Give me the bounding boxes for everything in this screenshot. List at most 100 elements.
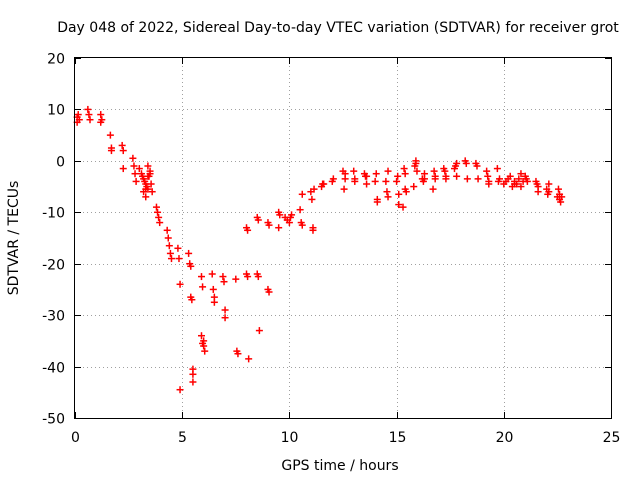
data-point bbox=[296, 206, 304, 214]
data-point bbox=[75, 116, 83, 124]
data-point bbox=[185, 249, 193, 257]
data-point bbox=[254, 216, 262, 224]
data-point bbox=[351, 177, 359, 185]
y-tick-label: -40 bbox=[42, 361, 65, 377]
data-point bbox=[517, 183, 525, 191]
data-point bbox=[298, 190, 306, 198]
axis-ticks bbox=[75, 58, 612, 419]
data-point bbox=[119, 165, 127, 173]
y-tick-label: 20 bbox=[47, 52, 65, 68]
data-point bbox=[147, 180, 155, 188]
data-point bbox=[175, 255, 183, 263]
x-tick-label: 5 bbox=[178, 430, 187, 446]
data-point bbox=[155, 213, 163, 221]
data-point bbox=[107, 147, 115, 155]
data-point bbox=[363, 172, 371, 180]
data-point bbox=[473, 162, 481, 170]
data-point bbox=[496, 175, 504, 183]
data-point bbox=[382, 177, 390, 185]
data-point bbox=[493, 165, 501, 173]
data-point bbox=[188, 296, 196, 304]
data-point bbox=[106, 131, 114, 139]
data-point bbox=[152, 203, 160, 211]
data-point bbox=[485, 180, 493, 188]
data-point bbox=[86, 116, 94, 124]
data-point bbox=[340, 185, 348, 193]
data-point bbox=[142, 193, 150, 201]
data-point bbox=[394, 172, 402, 180]
y-tick-label: -10 bbox=[42, 206, 65, 222]
data-point bbox=[166, 249, 174, 257]
data-point bbox=[176, 386, 184, 394]
data-point bbox=[119, 147, 127, 155]
data-point bbox=[511, 180, 519, 188]
data-point bbox=[484, 172, 492, 180]
x-tick-label: 0 bbox=[71, 430, 80, 446]
data-point bbox=[142, 185, 150, 193]
data-point bbox=[209, 285, 217, 293]
data-point bbox=[545, 180, 553, 188]
data-point bbox=[341, 175, 349, 183]
data-point bbox=[429, 185, 437, 193]
data-point bbox=[144, 162, 152, 170]
data-point bbox=[144, 172, 152, 180]
data-point bbox=[210, 298, 218, 306]
data-point bbox=[373, 198, 381, 206]
data-point bbox=[197, 332, 205, 340]
data-point bbox=[129, 154, 137, 162]
data-point bbox=[164, 234, 172, 242]
data-point bbox=[372, 170, 380, 178]
y-tick-label: -20 bbox=[42, 258, 65, 274]
y-tick-label: -50 bbox=[42, 412, 65, 428]
data-point bbox=[130, 162, 138, 170]
x-tick-label: 25 bbox=[603, 430, 621, 446]
data-point bbox=[523, 177, 531, 185]
data-point bbox=[163, 226, 171, 234]
data-point bbox=[483, 167, 491, 175]
data-point bbox=[545, 188, 553, 196]
data-point bbox=[156, 219, 164, 227]
data-point bbox=[201, 347, 209, 355]
data-point bbox=[401, 170, 409, 178]
data-point bbox=[453, 159, 461, 167]
data-point bbox=[189, 378, 197, 386]
data-point bbox=[363, 180, 371, 188]
data-point bbox=[176, 280, 184, 288]
data-point bbox=[350, 167, 358, 175]
data-point bbox=[174, 244, 182, 252]
data-point bbox=[329, 175, 337, 183]
data-point bbox=[431, 175, 439, 183]
data-point bbox=[265, 288, 273, 296]
data-point bbox=[254, 273, 262, 281]
data-point bbox=[244, 273, 252, 281]
x-tick-label: 20 bbox=[496, 430, 514, 446]
data-points bbox=[73, 105, 566, 394]
data-point bbox=[265, 221, 273, 229]
data-point bbox=[221, 306, 229, 314]
data-point bbox=[558, 193, 566, 201]
data-point bbox=[131, 170, 139, 178]
grid bbox=[75, 58, 611, 418]
data-point bbox=[255, 327, 263, 335]
data-point bbox=[132, 177, 140, 185]
data-point bbox=[413, 167, 421, 175]
data-point bbox=[395, 201, 403, 209]
data-point bbox=[74, 111, 82, 119]
y-tick-label: -30 bbox=[42, 309, 65, 325]
data-point bbox=[219, 273, 227, 281]
plot-frame bbox=[74, 57, 612, 419]
data-point bbox=[384, 167, 392, 175]
data-point bbox=[453, 172, 461, 180]
data-point bbox=[135, 165, 143, 173]
data-point bbox=[399, 203, 407, 211]
data-point bbox=[557, 198, 565, 206]
data-point bbox=[244, 226, 252, 234]
data-point bbox=[410, 183, 418, 191]
data-point bbox=[393, 177, 401, 185]
data-point bbox=[384, 193, 392, 201]
data-point bbox=[220, 278, 228, 286]
data-point bbox=[245, 355, 253, 363]
data-point bbox=[320, 180, 328, 188]
data-point bbox=[474, 175, 482, 183]
